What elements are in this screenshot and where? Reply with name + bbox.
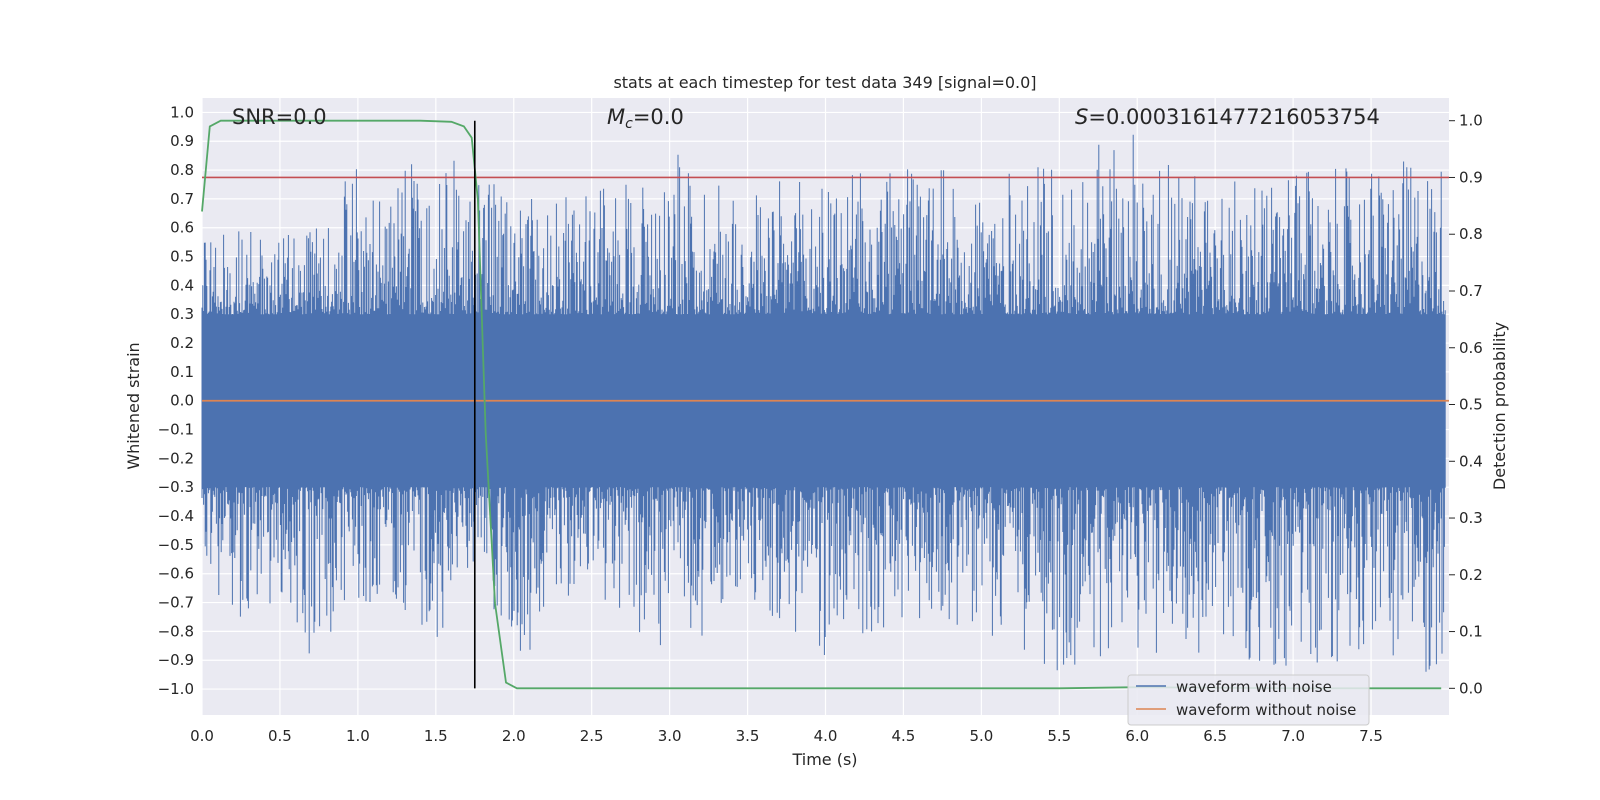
y-tick-label: 0.1 [170,363,194,381]
legend-label-clean: waveform without noise [1176,701,1356,719]
y2-tick-label: 0.7 [1459,282,1483,300]
y2-axis-ticks: 1.0 0.9 0.8 0.7 0.6 0.5 0.4 0.3 0.2 0.1 0.0 [1449,112,1483,697]
x-tick-label: 6.5 [1203,727,1227,745]
snr-annotation: SNR=0.0 [232,105,327,129]
y-tick-label: 1.0 [170,103,194,121]
y-axis-label: Whitened strain [124,342,143,469]
y2-tick-label: 0.1 [1459,623,1483,641]
mc-symbol: M [607,105,625,129]
y-tick-label: −0.3 [158,478,194,496]
s-symbol: S [1075,105,1088,129]
x-tick-label: 2.5 [580,727,604,745]
y-tick-label: −0.9 [158,651,194,669]
x-tick-label: 3.0 [658,727,682,745]
y-tick-label: −0.7 [158,594,194,612]
legend-label-noise: waveform with noise [1176,678,1332,696]
y-tick-label: −0.5 [158,536,194,554]
y2-tick-label: 0.6 [1459,339,1483,357]
y2-tick-label: 0.3 [1459,509,1483,527]
y-axis-ticks: 1.0 0.9 0.8 0.7 0.6 0.5 0.4 0.3 0.2 0.1 0.0 −0.1 −0.… [158,103,194,698]
y2-tick-label: 0.0 [1459,679,1483,697]
y2-tick-label: 0.2 [1459,566,1483,584]
y-tick-label: 0.4 [170,276,194,294]
y2-tick-label: 0.5 [1459,396,1483,414]
x-tick-label: 1.0 [346,727,370,745]
x-tick-label: 4.0 [814,727,838,745]
overlay-lines [201,119,1449,690]
legend-box [1127,674,1370,726]
y-tick-label: −0.2 [158,449,194,467]
x-tick-label: 0.5 [268,727,292,745]
detection-probability-line [201,119,1442,690]
s-annotation: S=0.0003161477216053754 [1075,105,1380,129]
y-tick-label: 0.7 [170,190,194,208]
y-tick-label: 0.2 [170,334,194,352]
s-value: =0.0003161477216053754 [1088,105,1380,129]
mc-value: =0.0 [633,105,684,129]
y-tick-label: 0.0 [170,392,194,410]
y-tick-label: 0.8 [170,161,194,179]
x-tick-label: 2.0 [502,727,526,745]
y-tick-label: −0.8 [158,622,194,640]
y-tick-label: −0.1 [158,421,194,439]
x-tick-label: 4.5 [892,727,916,745]
y-tick-label: −1.0 [158,680,194,698]
x-tick-label: 6.0 [1125,727,1149,745]
x-tick-label: 0.0 [190,727,214,745]
x-tick-label: 3.5 [736,727,760,745]
x-tick-label: 7.5 [1359,727,1383,745]
y-tick-label: −0.6 [158,565,194,583]
mc-subscript: c [625,116,633,132]
y-tick-label: 0.3 [170,305,194,323]
x-tick-label: 7.0 [1281,727,1305,745]
x-tick-label: 5.0 [969,727,993,745]
y2-tick-label: 0.8 [1459,225,1483,243]
x-tick-label: 5.5 [1047,727,1071,745]
y-tick-label: 0.6 [170,219,194,237]
y2-tick-label: 1.0 [1459,112,1483,130]
mc-annotation: Mc=0.0 [607,105,684,132]
y2-tick-label: 0.9 [1459,168,1483,186]
chart-title: stats at each timestep for test data 349… [613,73,1036,92]
y-tick-label: 0.5 [170,248,194,266]
x-tick-label: 1.5 [424,727,448,745]
y2-axis-label: Detection probability [1490,322,1509,490]
legend: waveform with noise waveform without noi… [1127,674,1370,726]
x-axis-label: Time (s) [791,750,857,769]
y-tick-label: 0.9 [170,132,194,150]
y2-tick-label: 0.4 [1459,452,1483,470]
y-tick-label: −0.4 [158,507,194,525]
x-axis-ticks: 0.0 0.5 1.0 1.5 2.0 2.5 3.0 3.5 4.0 4.5 5.0 5.5 6.0 6… [190,727,1383,745]
